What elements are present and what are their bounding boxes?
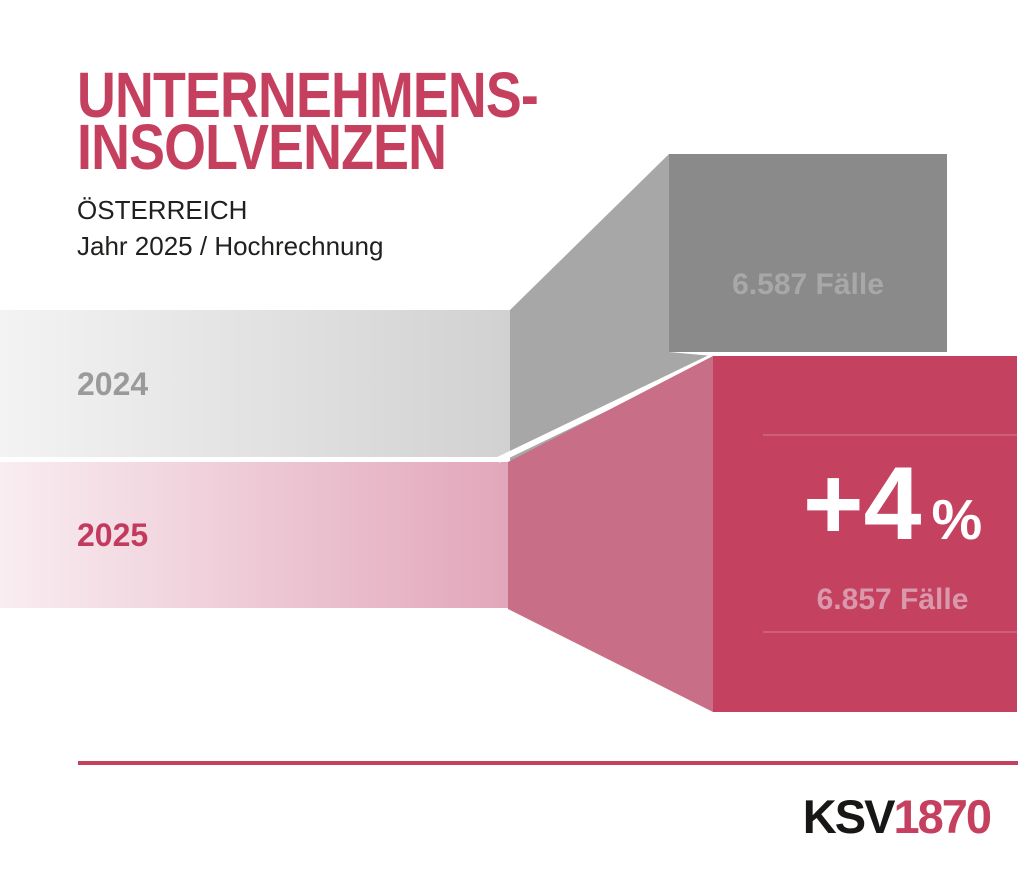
percent-sign: % bbox=[931, 488, 983, 552]
band-label-2024: 2024 bbox=[77, 365, 149, 402]
divider-line-top bbox=[763, 434, 1017, 436]
band-2025: 2025 bbox=[0, 462, 510, 608]
page-title: UNTERNEHMENS- INSOLVENZEN bbox=[77, 59, 539, 183]
brand-logo-ksv: KSV bbox=[802, 790, 896, 843]
ribbon-divider-line bbox=[496, 352, 718, 463]
change-percent: +4% bbox=[713, 452, 1017, 572]
footer-rule bbox=[78, 761, 1018, 765]
band-2024: 2024 bbox=[0, 310, 510, 457]
brand-logo-1870: 1870 bbox=[893, 790, 992, 843]
band-label-2025: 2025 bbox=[77, 517, 149, 553]
change-percent-value: +4 bbox=[802, 446, 922, 562]
box-2025-front-face bbox=[713, 356, 1017, 712]
brand-logo: KSV1870 bbox=[802, 790, 992, 843]
subtitle-period: Jahr 2025 / Hochrechnung bbox=[77, 231, 384, 261]
subtitle-region: ÖSTERREICH bbox=[77, 195, 248, 225]
page-subtitle: ÖSTERREICH Jahr 2025 / Hochrechnung bbox=[77, 192, 383, 264]
box-2024-front-face bbox=[669, 154, 947, 352]
page-title-line-1: UNTERNEHMENS- bbox=[77, 59, 539, 131]
page-title-line-2: INSOLVENZEN bbox=[77, 111, 447, 183]
box-2024-value: 6.587 Fälle bbox=[732, 268, 884, 301]
divider-line-bottom bbox=[763, 631, 1017, 633]
ribbon-2024-side-face bbox=[510, 154, 713, 462]
ribbon-2025-side-face bbox=[508, 356, 713, 712]
box-2025-value: 6.857 Fälle bbox=[816, 583, 969, 616]
